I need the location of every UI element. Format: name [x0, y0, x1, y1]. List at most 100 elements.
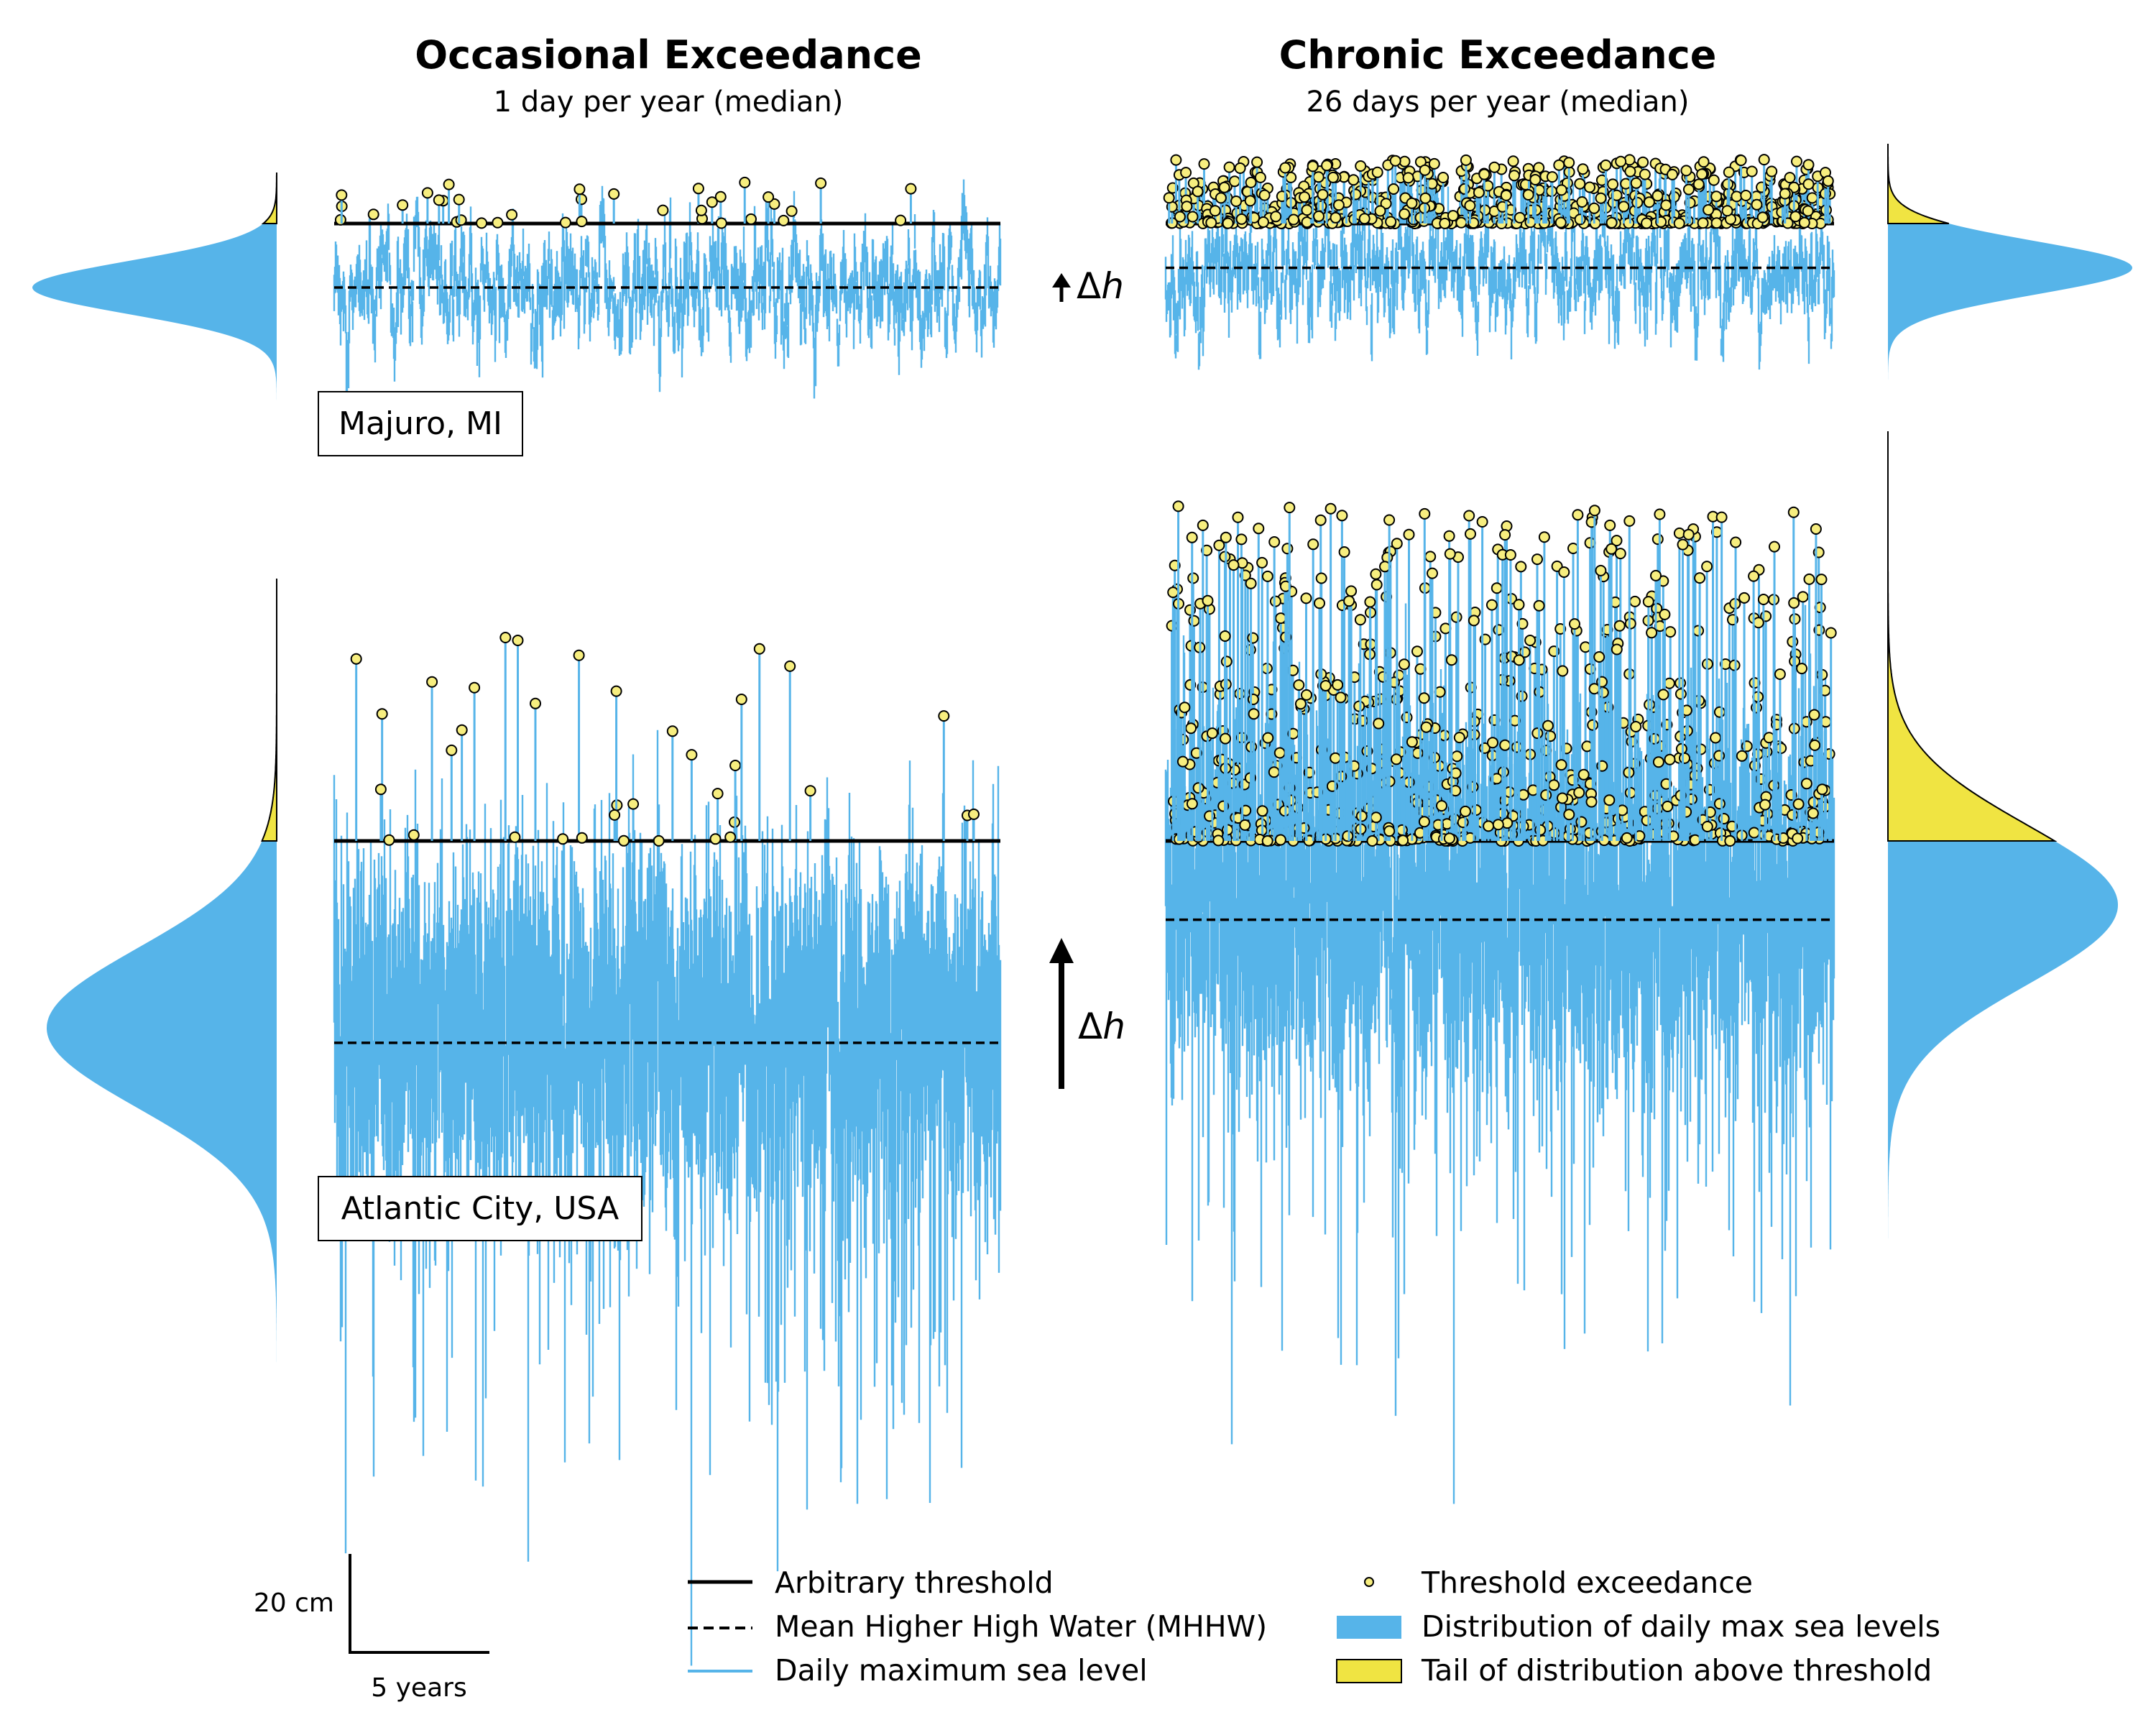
- exceedance-point: [1190, 747, 1202, 759]
- exceedance-point: [1667, 168, 1678, 180]
- chart_data.2.station: Atlantic City, USA: [341, 1190, 619, 1227]
- exceedance-point: [367, 208, 379, 221]
- exceedance-point: [1284, 502, 1296, 514]
- exceedance-point: [1810, 523, 1822, 535]
- distribution-body-right-majuro: [1888, 224, 2132, 406]
- exceedance-point: [1219, 630, 1231, 642]
- exceedance-point: [1769, 540, 1780, 553]
- exceedance-point: [1701, 561, 1713, 573]
- exceedance-point: [1524, 635, 1537, 646]
- exceedance-point: [739, 176, 751, 188]
- exceedance-point: [1802, 178, 1815, 190]
- exceedance-point: [1205, 216, 1217, 229]
- delta-h-arrowhead-majuro: [1052, 273, 1071, 288]
- exceedance-point: [506, 208, 518, 221]
- exceedance-point: [1482, 180, 1494, 192]
- exceedance-point: [1792, 832, 1804, 845]
- exceedance-point: [1373, 717, 1385, 730]
- exceedance-point: [1499, 739, 1511, 751]
- exceedance-point: [1621, 832, 1633, 844]
- exceedance-point: [1708, 174, 1720, 186]
- exceedance-point: [1673, 527, 1685, 539]
- exceedance-point: [1573, 786, 1585, 799]
- legend-label-tail: Tail of distribution above threshold: [1421, 1653, 1932, 1688]
- exceedance-point: [1500, 189, 1512, 201]
- exceedance-point: [1603, 794, 1616, 806]
- exceedance-point: [1380, 198, 1392, 210]
- exceedance-point: [1679, 752, 1690, 764]
- exceedance-point: [1419, 507, 1431, 520]
- exceedance-point: [1533, 599, 1545, 612]
- exceedance-point: [1514, 211, 1526, 224]
- exceedance-point: [1766, 165, 1778, 178]
- exceedance-point: [1215, 192, 1227, 204]
- exceedance-point: [1269, 595, 1281, 607]
- exceedance-point: [1406, 197, 1418, 209]
- exceedance-point: [1595, 192, 1607, 204]
- exceedance-point: [1465, 528, 1476, 540]
- exceedance-point: [653, 834, 665, 847]
- exceedance-point: [1262, 732, 1274, 744]
- exceedance-point: [1557, 792, 1568, 804]
- exceedance-point: [1188, 615, 1200, 627]
- exceedance-point: [1701, 821, 1713, 832]
- exceedance-point: [1569, 618, 1580, 630]
- exceedance-point: [1439, 217, 1451, 229]
- distribution-left-atlantic-city: [47, 579, 277, 1545]
- exceedance-point: [1757, 594, 1769, 605]
- exceedance-point: [1723, 166, 1735, 178]
- legend-label-exceedance: Threshold exceedance: [1421, 1565, 1753, 1600]
- exceedance-point: [1299, 191, 1311, 203]
- exceedance-point: [1176, 755, 1189, 768]
- exceedance-point: [1213, 539, 1225, 551]
- distribution-layer: [32, 144, 2132, 1545]
- exceedance-point: [1385, 216, 1397, 228]
- exceedance-point: [1301, 689, 1312, 701]
- exceedance-point: [1345, 585, 1358, 597]
- exceedance-point: [1253, 523, 1265, 535]
- exceedance-point: [1353, 700, 1365, 712]
- exceedance-point: [446, 744, 458, 756]
- exceedance-point: [1307, 160, 1319, 172]
- exceedance-point: [1611, 535, 1623, 547]
- exceedance-point: [1630, 721, 1642, 732]
- left-subtitle: 1 day per year (median): [494, 86, 844, 119]
- exceedance-point: [1542, 719, 1554, 732]
- exceedance-point: [1163, 192, 1175, 204]
- exceedance-point: [1411, 645, 1423, 658]
- exceedance-point: [1587, 719, 1599, 731]
- exceedance-point: [1710, 732, 1722, 744]
- exceedance-point: [1575, 816, 1588, 828]
- right-title: Chronic Exceedance: [1279, 32, 1717, 78]
- exceedance-point: [469, 681, 481, 694]
- exceedance-point: [1798, 216, 1810, 229]
- exceedance-point: [1651, 533, 1664, 546]
- exceedance-point: [456, 724, 468, 736]
- exceedance-point: [1756, 211, 1769, 224]
- exceedance-point: [1721, 205, 1733, 217]
- exceedance-point: [1797, 591, 1809, 603]
- exceedance-point: [1731, 190, 1743, 203]
- exceedance-point: [1624, 787, 1636, 799]
- exceedance-point: [1248, 708, 1260, 720]
- exceedance-point: [1546, 171, 1558, 183]
- exceedance-point: [1332, 678, 1344, 691]
- exceedance-point: [1675, 742, 1687, 755]
- exceedance-point: [397, 199, 409, 211]
- exceedance-point: [1186, 798, 1198, 810]
- exceedance-point: [1787, 506, 1800, 518]
- exceedance-point: [1354, 614, 1366, 626]
- exceedance-point: [666, 725, 678, 737]
- exceedance-point: [1419, 164, 1431, 176]
- exceedance-point: [1611, 643, 1623, 656]
- daily-max-series-atlantic-city-occasional: [333, 730, 1002, 1666]
- exceedance-point: [1275, 612, 1287, 625]
- exceedance-point: [1187, 211, 1199, 223]
- exceedance-point: [1674, 688, 1687, 700]
- exceedance-point: [1524, 216, 1537, 229]
- exceedance-point: [1450, 611, 1462, 623]
- exceedance-point: [1572, 509, 1584, 521]
- exceedance-point: [1315, 572, 1327, 584]
- exceedance-point: [1660, 778, 1672, 790]
- exceedance-point: [1450, 785, 1462, 797]
